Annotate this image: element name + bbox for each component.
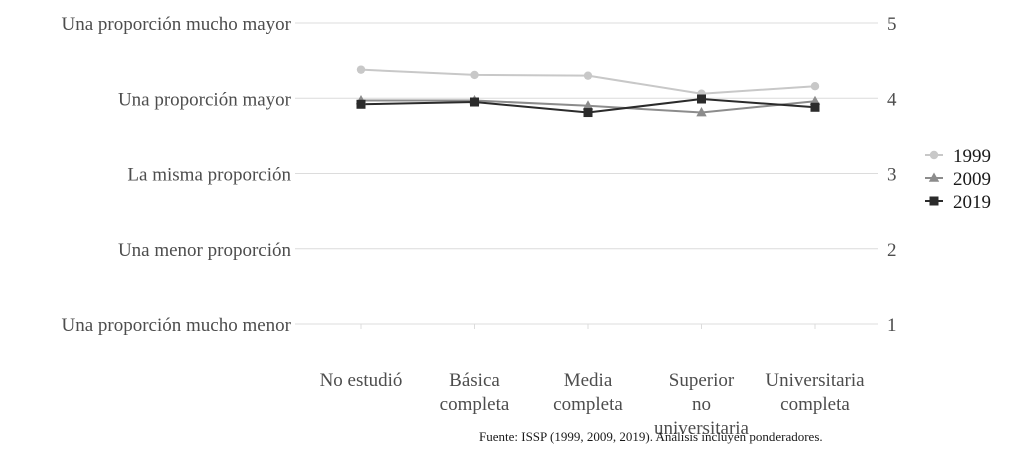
y-tick-label-right: 1 (887, 315, 897, 336)
x-axis-labels: No estudió Básica completa Media completa Sup… (320, 370, 866, 439)
data-point-2019 (583, 108, 593, 118)
data-point-1999 (583, 71, 593, 80)
legend-label-2009: 2009 (953, 169, 991, 190)
legend-label-1999: 1999 (953, 146, 991, 167)
legend-key-marker-2009 (928, 172, 940, 182)
legend-key-marker-1999 (929, 150, 939, 160)
y-tick-label-left: Una menor proporción (118, 240, 292, 261)
x-tick-label: Básica completa (440, 370, 510, 415)
data-point-2019 (356, 99, 366, 109)
y-axis-right-labels: 1 2 3 4 5 (887, 14, 897, 336)
x-tick-label: Universitaria completa (765, 370, 865, 415)
y-tick-label-right: 3 (887, 165, 897, 186)
y-tick-label-right: 5 (887, 14, 897, 35)
y-tick-label-left: Una proporción mayor (118, 89, 292, 110)
legend-key-marker-2019 (929, 196, 939, 206)
y-tick-label-left: Una proporción mucho mayor (61, 14, 291, 35)
source-caption: Fuente: ISSP (1999, 2009, 2019). Análisi… (479, 429, 823, 444)
y-axis-left-labels: Una proporción mucho menor Una menor prop… (61, 14, 291, 336)
data-point-1999 (356, 65, 366, 74)
data-point-2019 (470, 97, 479, 107)
legend-label-2019: 2019 (953, 192, 991, 213)
y-tick-label-left: Una proporción mucho menor (61, 315, 291, 336)
y-tick-label-left: La misma proporción (127, 165, 291, 186)
y-tick-label-right: 4 (887, 89, 897, 110)
data-point-2009 (582, 100, 594, 110)
x-tick-label: Superior no universitaria (654, 370, 750, 439)
gridlines (295, 22, 878, 329)
x-tick-label: No estudió (320, 370, 403, 391)
x-tick-label: Media completa (553, 370, 623, 415)
data-point-1999 (810, 82, 820, 91)
data-point-1999 (470, 70, 479, 80)
y-tick-label-right: 2 (887, 240, 897, 261)
series-lines (355, 65, 821, 118)
data-point-2009 (809, 95, 821, 106)
data-point-2019 (697, 94, 706, 104)
data-point-2009 (696, 107, 707, 117)
data-point-2019 (810, 102, 820, 112)
